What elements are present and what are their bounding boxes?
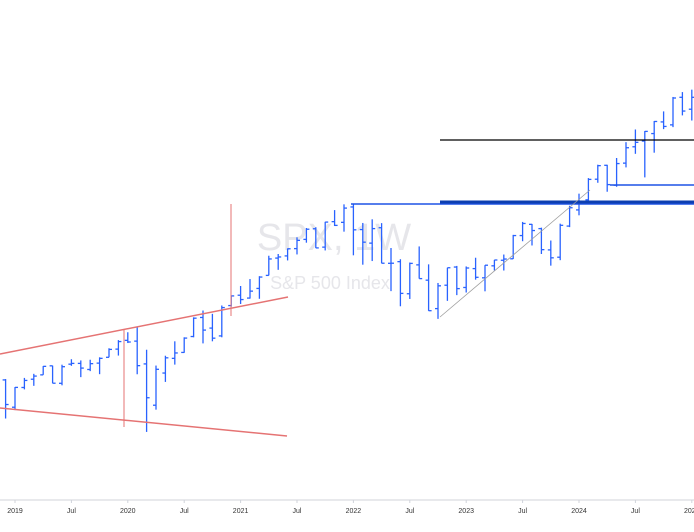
x-axis-labels: 2019 Jul 2020 Jul 2021 Jul 2022 Jul 2023 Jul 2024 J… (7, 500, 694, 515)
x-tick-label: Jul (631, 508, 640, 515)
x-tick-label: Jul (67, 508, 76, 515)
x-tick-label: Jul (180, 508, 189, 515)
x-tick-label: 2021 (233, 508, 249, 515)
trend-line (0, 296, 289, 355)
x-tick-label: Jul (405, 508, 414, 515)
x-tick-label: 2022 (346, 508, 362, 515)
x-tick-label: 2019 (7, 508, 23, 515)
x-tick-label: 2020 (120, 508, 136, 515)
x-tick-label: 2025 (684, 508, 694, 515)
drawings (0, 139, 694, 437)
x-tick-label: Jul (293, 508, 302, 515)
watermark-subtitle: S&P 500 Index (270, 273, 390, 293)
bars (2, 89, 694, 432)
trend-line (0, 407, 288, 437)
x-tick-label: 2024 (571, 508, 587, 515)
x-tick-label: 2023 (458, 508, 474, 515)
trend-line (439, 189, 591, 318)
x-tick-label: Jul (518, 508, 527, 515)
